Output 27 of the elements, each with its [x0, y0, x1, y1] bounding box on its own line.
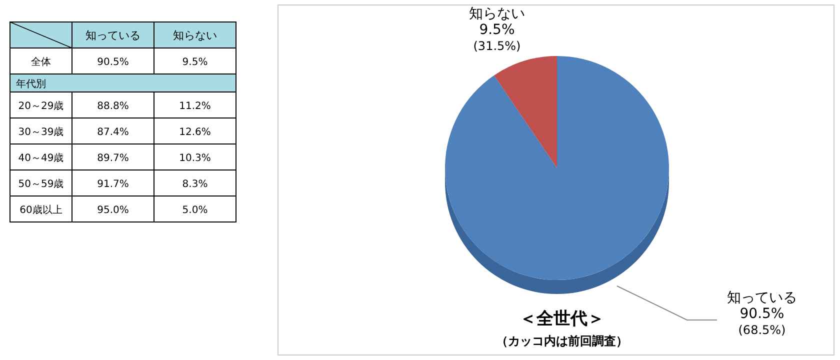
- category-label: 30～39歳: [18, 127, 64, 138]
- slice-label: 知っている: [727, 290, 797, 306]
- text: 88.8%: [97, 101, 129, 112]
- text: 11.2%: [179, 101, 211, 112]
- text: ＜全世代＞: [520, 309, 604, 329]
- text: 89.7%: [97, 153, 129, 164]
- text: 12.6%: [179, 127, 211, 138]
- text: （カッコ内は前回調査）: [496, 334, 628, 348]
- category-label: 20～29歳: [18, 101, 64, 112]
- text: 10.3%: [179, 153, 211, 164]
- data-label: 90.5% (68.5%): [738, 306, 786, 337]
- text: 9.5%: [182, 57, 208, 68]
- text: 5.0%: [182, 205, 208, 216]
- text: 95.0%: [97, 205, 129, 216]
- text: 8.3%: [182, 179, 208, 190]
- text: 90.5%: [97, 57, 129, 68]
- category-label: 50～59歳: [18, 179, 64, 190]
- category-label: 40～49歳: [18, 153, 64, 164]
- slice-label: 知らない: [469, 6, 525, 22]
- text: 87.4%: [97, 127, 129, 138]
- category-label: 60歳以上: [20, 205, 62, 216]
- category-label: 全体: [31, 57, 51, 68]
- category-label: 年代別: [16, 79, 46, 90]
- text: 91.7%: [97, 179, 129, 190]
- category-label: 知らない: [173, 29, 217, 42]
- category-label: 知っている: [86, 29, 140, 42]
- data-label: 9.5% (31.5%): [473, 22, 521, 53]
